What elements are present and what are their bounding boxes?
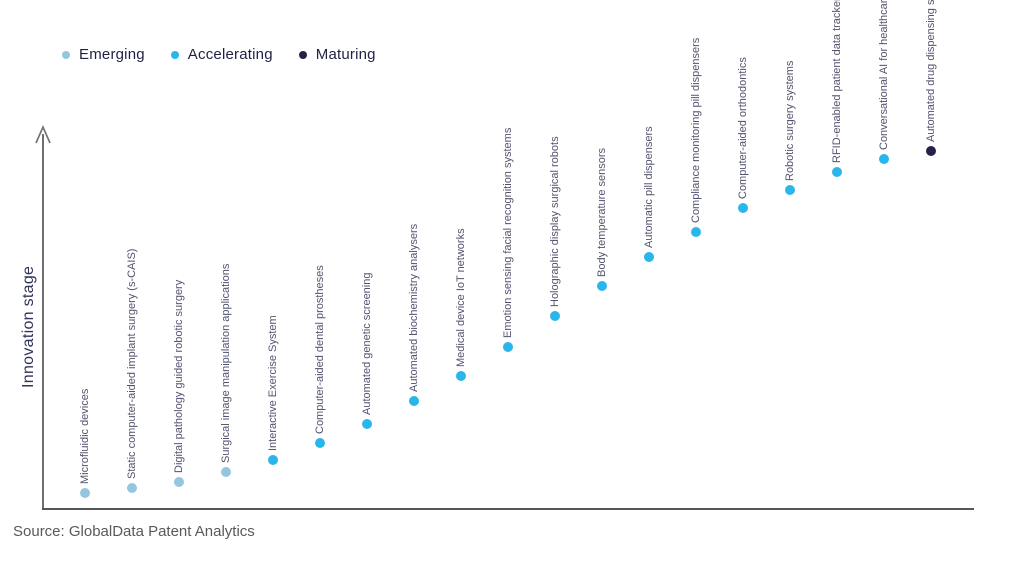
legend-item-maturing: Maturing bbox=[298, 46, 376, 63]
point-label: Emotion sensing facial recognition syste… bbox=[502, 127, 514, 338]
data-point bbox=[832, 167, 842, 178]
point-label: Automated drug dispensing systems bbox=[925, 0, 937, 143]
point-label: Robotic surgery systems bbox=[784, 60, 796, 182]
point-label: Microfluidic devices bbox=[79, 388, 91, 485]
source-text: Source: GlobalData Patent Analytics bbox=[13, 523, 255, 540]
data-point bbox=[503, 341, 513, 352]
point-label: Surgical image manipulation applications bbox=[220, 263, 232, 464]
data-point bbox=[597, 281, 607, 292]
point-label: Medical device IoT networks bbox=[455, 228, 467, 368]
point-label: Holographic display surgical robots bbox=[549, 136, 561, 308]
point-label: Compliance monitoring pill dispensers bbox=[690, 37, 702, 224]
legend-label-accelerating: Accelerating bbox=[187, 46, 273, 63]
legend-label-maturing: Maturing bbox=[315, 46, 376, 63]
point-label: Conversational AI for healthcare bbox=[878, 0, 890, 150]
point-label: Automated biochemistry analysers bbox=[408, 223, 420, 392]
x-axis-line bbox=[42, 508, 974, 510]
point-label: Interactive Exercise System bbox=[267, 315, 279, 452]
data-point bbox=[456, 371, 466, 382]
maturing-dot-icon bbox=[298, 50, 307, 59]
y-axis-title: Innovation stage bbox=[20, 265, 37, 388]
point-label: Computer-aided orthodontics bbox=[737, 57, 749, 200]
y-axis-arrow-icon bbox=[35, 125, 51, 144]
accelerating-dot-icon bbox=[170, 50, 179, 59]
data-point bbox=[738, 203, 748, 214]
data-point bbox=[268, 455, 278, 466]
legend-item-emerging: Emerging bbox=[62, 46, 145, 63]
point-label: Digital pathology guided robotic surgery bbox=[173, 279, 185, 473]
data-point bbox=[80, 488, 90, 499]
data-point bbox=[221, 467, 231, 478]
point-label: Body temperature sensors bbox=[596, 148, 608, 278]
data-point bbox=[409, 395, 419, 406]
legend-item-accelerating: Accelerating bbox=[170, 46, 273, 63]
emerging-dot-icon bbox=[62, 50, 70, 59]
legend: Emerging Accelerating Maturing bbox=[62, 46, 376, 63]
y-axis-line bbox=[42, 134, 44, 510]
data-point bbox=[644, 251, 654, 262]
data-point bbox=[362, 419, 372, 430]
point-label: Computer-aided dental prostheses bbox=[314, 265, 326, 434]
point-label: Static computer-aided implant surgery (s… bbox=[126, 248, 138, 479]
point-label: Automatic pill dispensers bbox=[643, 126, 655, 248]
data-point bbox=[127, 482, 137, 493]
data-point bbox=[174, 476, 184, 487]
data-point bbox=[691, 227, 701, 238]
data-point bbox=[785, 185, 795, 196]
data-point bbox=[926, 146, 936, 157]
point-label: Automated genetic screening bbox=[361, 272, 373, 416]
point-label: RFID-enabled patient data tracker bbox=[831, 0, 843, 164]
data-point bbox=[315, 437, 325, 448]
legend-label-emerging: Emerging bbox=[79, 46, 145, 63]
data-point bbox=[550, 311, 560, 322]
data-point bbox=[879, 154, 889, 164]
